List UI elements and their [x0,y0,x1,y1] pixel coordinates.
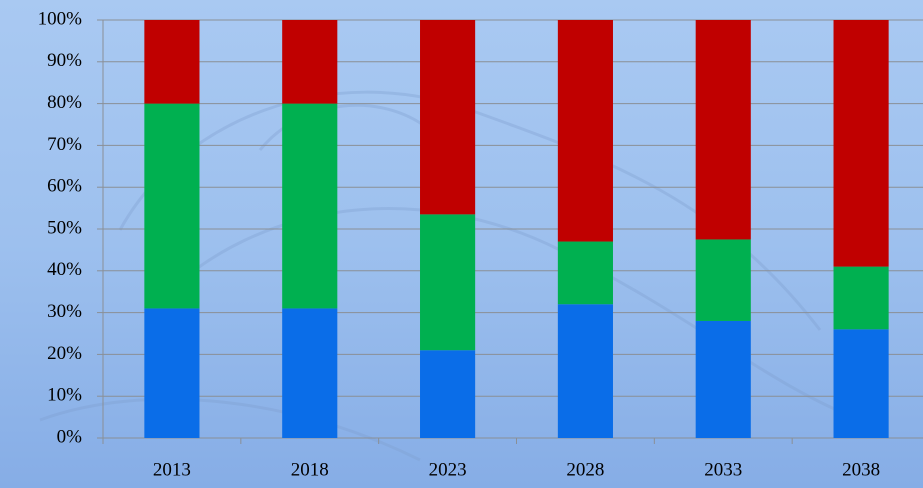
bar-segment [557,241,613,305]
y-tick-label: 30% [47,301,82,322]
y-tick-label: 60% [47,176,82,197]
bar-segment [420,350,476,438]
y-tick-label: 90% [47,50,82,71]
bar-segment [833,20,889,267]
bar-segment [833,329,889,438]
y-tick-label: 0% [57,426,83,447]
bar-segment [557,20,613,242]
bar-segment [282,103,338,309]
y-tick-label: 100% [38,8,83,29]
x-tick-label: 2018 [291,459,329,480]
y-tick-label: 80% [47,92,82,113]
bar-segment [282,20,338,104]
y-tick-label: 20% [47,343,82,364]
y-tick-label: 40% [47,259,82,280]
y-tick-label: 70% [47,134,82,155]
bar-segment [420,214,476,351]
bar-segment [833,266,889,330]
bar-segment [695,320,751,438]
y-tick-label: 50% [47,217,82,238]
x-tick-label: 2028 [566,459,604,480]
x-tick-label: 2038 [842,459,880,480]
y-tick-label: 10% [47,385,82,406]
bar-segment [420,20,476,215]
bar-segment [695,239,751,321]
bar-segment [144,20,200,104]
bar-segment [695,20,751,240]
x-tick-label: 2033 [704,459,742,480]
bar-segment [557,304,613,438]
bar-segment [282,308,338,438]
x-tick-label: 2023 [429,459,467,480]
bar-segment [144,103,200,309]
bar-segment [144,308,200,438]
x-tick-label: 2013 [153,459,191,480]
